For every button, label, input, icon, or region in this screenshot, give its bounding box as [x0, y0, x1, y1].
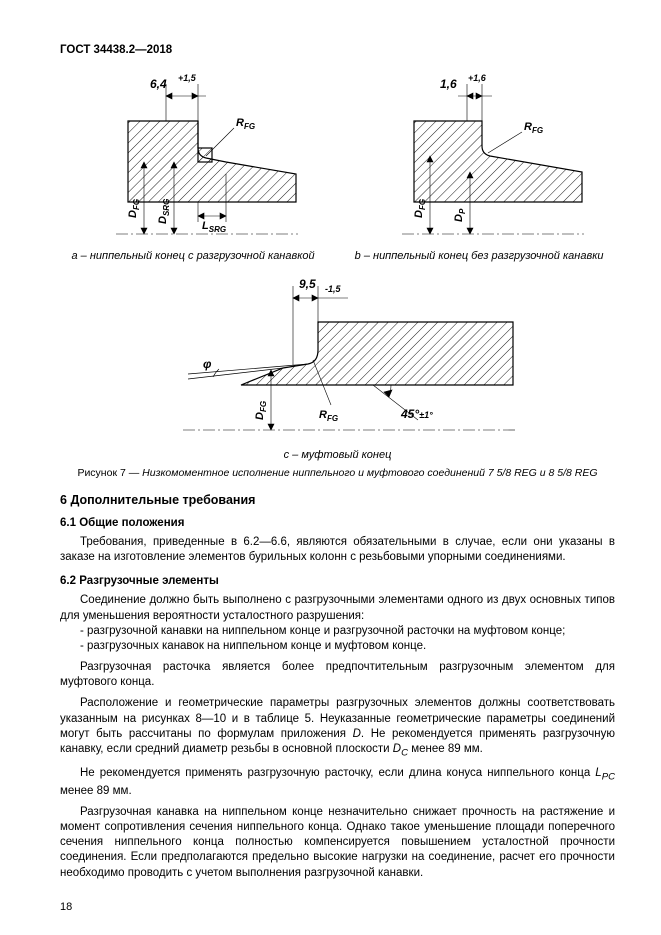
figure-c: φ 9,5 -1,5 DFG: [60, 270, 615, 461]
s62-p5: Разгрузочная канавка на ниппельном конце…: [60, 805, 615, 881]
doc-header: ГОСТ 34438.2—2018: [60, 44, 615, 56]
s62-li2: - разгрузочных канавок на ниппельном кон…: [60, 639, 615, 654]
s62-p2: Разгрузочная расточка является более пре…: [60, 660, 615, 690]
svg-text:-1,5: -1,5: [325, 284, 342, 294]
svg-text:φ: φ: [203, 357, 212, 371]
svg-text:RFG: RFG: [524, 121, 543, 135]
svg-text:+1,5: +1,5: [178, 73, 197, 83]
s61-p1: Требования, приведенные в 6.2—6.6, являю…: [60, 535, 615, 565]
svg-text:45°±1°: 45°±1°: [400, 407, 433, 421]
figB-caption: – ниппельный конец без разгрузочной кана…: [361, 250, 604, 262]
svg-text:RFG: RFG: [236, 117, 255, 131]
svg-text:RFG: RFG: [319, 409, 338, 423]
figA-caption: – ниппельный конец с разгрузочной канавк…: [78, 250, 315, 262]
figure-b: 1,6 +1,6 RFG DFG: [355, 66, 604, 262]
page-number: 18: [60, 901, 72, 913]
section-6-1-heading: 6.1 Общие положения: [60, 517, 615, 529]
figure-caption: Рисунок 7 — Низкомоментное исполнение ни…: [60, 467, 615, 479]
s62-li1: - разгрузочной канавки на ниппельном кон…: [60, 624, 615, 639]
section-6-2-heading: 6.2 Разгрузочные элементы: [60, 575, 615, 587]
svg-text:LSRG: LSRG: [202, 220, 226, 234]
s62-p1: Соединение должно быть выполнено с разгр…: [60, 593, 615, 623]
svg-text:DFG: DFG: [254, 401, 268, 420]
svg-text:DP: DP: [453, 208, 467, 222]
section-6-heading: 6 Дополнительные требования: [60, 493, 615, 507]
svg-text:1,6: 1,6: [440, 77, 457, 91]
svg-text:+1,6: +1,6: [468, 73, 487, 83]
svg-text:6,4: 6,4: [150, 77, 167, 91]
s62-p4: Не рекомендуется применять разгрузочную …: [60, 766, 615, 799]
s62-p3: Расположение и геометрические параметры …: [60, 696, 615, 759]
figure-a: 6,4 +1,5 RFG DFG: [71, 66, 314, 262]
figC-caption: – муфтовый конец: [289, 449, 391, 461]
svg-text:9,5: 9,5: [299, 277, 316, 291]
